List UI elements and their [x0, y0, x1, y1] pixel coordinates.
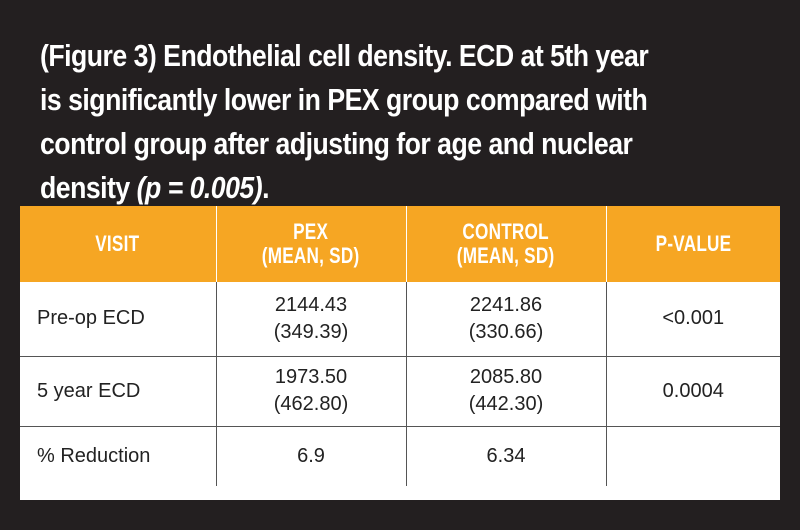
header-control: CONTROL (MEAN, SD): [405, 206, 606, 282]
cell-control-sd: (330.66): [468, 320, 544, 343]
cell-pex-mean: 1973.50: [274, 366, 348, 388]
caption-line-4-prefix: density: [40, 170, 137, 205]
header-pex-line-2: (MEAN, SD): [262, 243, 360, 268]
cell-pvalue: <0.001: [605, 282, 780, 356]
results-table: VISIT PEX (MEAN, SD) CONTROL (MEAN, SD) P-…: [20, 206, 780, 486]
caption-line-4: density (p = 0.005).: [40, 166, 676, 210]
caption-line-4-suffix: .: [262, 170, 269, 205]
header-visit-label: VISIT: [95, 231, 140, 256]
results-table-container: VISIT PEX (MEAN, SD) CONTROL (MEAN, SD) P-…: [20, 206, 780, 500]
cell-pex: 2144.43 (349.39): [215, 282, 406, 356]
header-control-line-1: CONTROL: [462, 219, 550, 244]
cell-pex: 6.9: [215, 425, 406, 486]
header-control-label: CONTROL (MEAN, SD): [457, 220, 555, 268]
cell-control-sd: (442.30): [468, 393, 544, 415]
cell-pex-sd: (349.39): [273, 320, 349, 343]
caption-line-1: (Figure 3) Endothelial cell density. ECD…: [40, 38, 649, 73]
cell-control: 6.34: [405, 425, 606, 486]
cell-control-mean: 2241.86: [469, 293, 543, 316]
table-row-preop: Pre-op ECD 2144.43 (349.39) 2241.86 (330.6…: [20, 282, 780, 356]
header-pex: PEX (MEAN, SD): [215, 206, 406, 282]
header-pvalue-label: P-VALUE: [655, 231, 732, 256]
cell-pex-sd: (462.80): [273, 393, 349, 415]
cell-control-mean: 2085.80: [469, 366, 543, 388]
header-pvalue: P-VALUE: [605, 206, 780, 282]
figure-caption: (Figure 3) Endothelial cell density. ECD…: [40, 34, 676, 210]
table-header-row: VISIT PEX (MEAN, SD) CONTROL (MEAN, SD) P-…: [20, 206, 780, 282]
header-pex-label: PEX (MEAN, SD): [262, 220, 360, 268]
cell-visit: 5 year ECD: [20, 355, 216, 426]
cell-pvalue: 0.0004: [605, 355, 780, 426]
caption-line-2: is significantly lower in PEX group comp…: [40, 82, 648, 117]
cell-pex-mean: 2144.43: [274, 293, 348, 316]
table-row-5year: 5 year ECD 1973.50 (462.80) 2085.80 (442.3…: [20, 355, 780, 426]
header-visit: VISIT: [20, 206, 216, 282]
cell-pvalue: [605, 425, 780, 486]
table-row-reduction: % Reduction 6.9 6.34: [20, 425, 780, 486]
caption-line-3: control group after adjusting for age an…: [40, 126, 633, 161]
header-control-line-2: (MEAN, SD): [457, 243, 555, 268]
header-pex-line-1: PEX: [293, 219, 329, 244]
cell-pex: 1973.50 (462.80): [215, 355, 406, 426]
caption-p-value: (p = 0.005): [136, 170, 263, 205]
cell-visit: % Reduction: [20, 425, 216, 486]
cell-control: 2085.80 (442.30): [405, 355, 606, 426]
cell-visit: Pre-op ECD: [37, 307, 145, 330]
cell-control: 2241.86 (330.66): [405, 282, 606, 356]
